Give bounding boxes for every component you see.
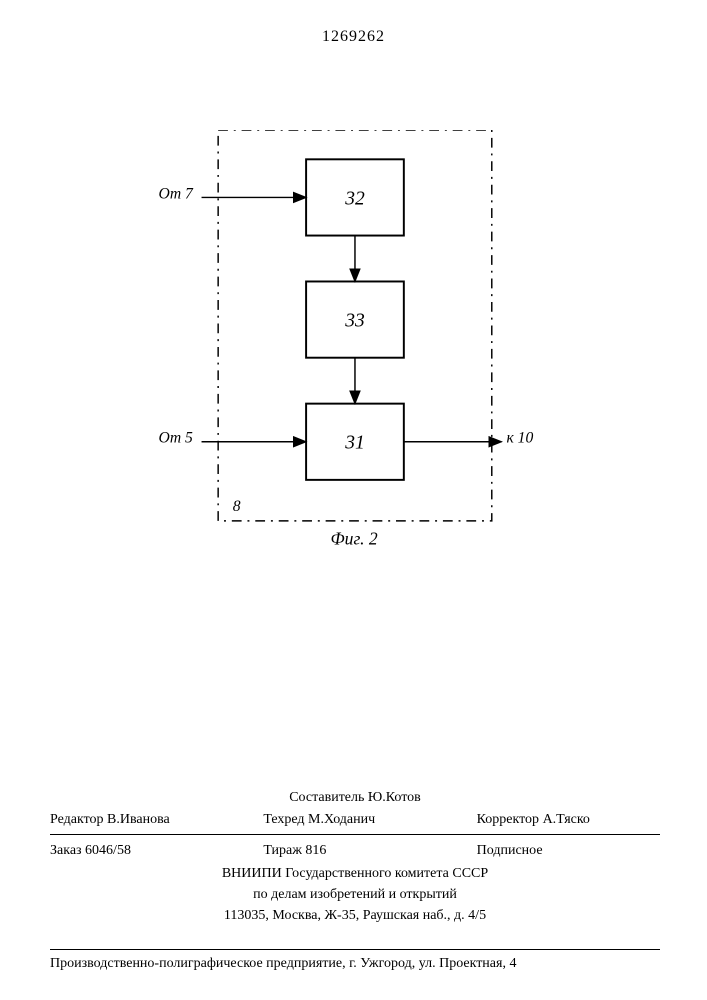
container-label: 8 [233,498,241,515]
corrector-label: Корректор [477,812,539,827]
org-line-1: ВНИИПИ Государственного комитета СССР [50,863,660,884]
external-label-2: к 10 [506,430,533,447]
figure-caption: Фиг. 2 [331,528,378,548]
external-label-0: От 7 [159,185,194,202]
order-number: Заказ 6046/58 [50,840,233,861]
editor-name: В.Иванова [107,812,170,827]
block-diagram: 8 32 33 31 От 7 От 5 к 10 Фиг. 2 [0,130,707,560]
page-number: 1269262 [0,28,707,46]
compiler-line: Составитель Ю.Котов [289,790,421,805]
printer-line: Производственно-полиграфическое предприя… [50,949,660,972]
org-line-2: по делам изобретений и открытий [50,884,660,905]
block-label-33: 33 [344,310,365,331]
tirage: Тираж 816 [233,840,446,861]
footer-block: Составитель Ю.Котов Редактор В.Иванова Т… [50,785,660,926]
org-line-3: 113035, Москва, Ж-35, Раушская наб., д. … [50,905,660,926]
divider [50,834,660,835]
techred-name: М.Ходанич [308,812,375,827]
editor-label: Редактор [50,812,104,827]
techred-label: Техред [263,812,304,827]
block-label-32: 32 [344,188,365,209]
subscription: Подписное [447,840,660,861]
corrector-name: А.Тяско [543,812,590,827]
external-label-1: От 5 [159,430,193,447]
block-label-31: 31 [344,433,365,454]
